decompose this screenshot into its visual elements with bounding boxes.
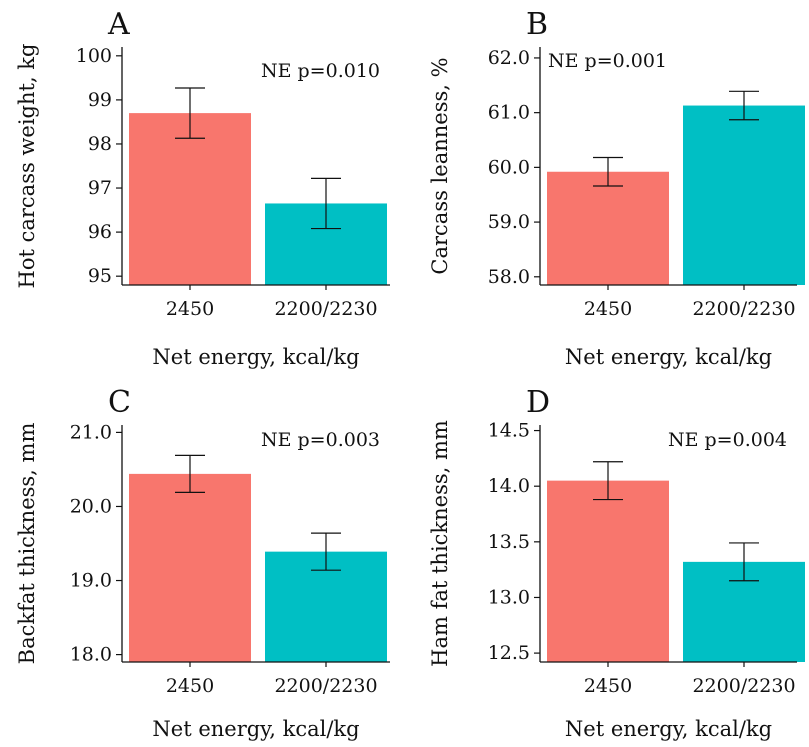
bar-2450: [547, 171, 669, 285]
y-tick-label: 100: [76, 45, 112, 67]
x-axis-label: Net energy, kcal/kg: [152, 717, 359, 741]
y-tick-label: 21.0: [70, 421, 112, 443]
x-tick-label: 2450: [584, 298, 632, 320]
bar-2450: [547, 480, 669, 662]
annotation-p-value: NE p=0.001: [548, 50, 667, 72]
y-tick-label: 98: [88, 133, 112, 155]
y-tick-label: 60.0: [488, 156, 530, 178]
y-tick-label: 19.0: [70, 570, 112, 592]
x-tick-label: 2200/2230: [274, 298, 377, 320]
panel-b: B 2450 2200/2230 58.0 59.0 60.0 61.0 62.0 Carcas…: [428, 7, 805, 369]
x-tick-label: 2200/2230: [274, 675, 377, 697]
annotation-p-value: NE p=0.004: [668, 429, 787, 451]
y-tick-label: 61.0: [488, 102, 530, 124]
y-tick-label: 96: [88, 221, 112, 243]
y-axis-label: Hot carcass weight, kg: [15, 44, 39, 289]
y-axis-label: Backfat thickness, mm: [15, 423, 39, 665]
y-tick-label: 13.5: [488, 531, 530, 553]
y-tick-label: 14.0: [488, 475, 530, 497]
panel-d: D 2450 2200/2230 12.5 13.0 13.5 14.0 14.5 Ham fa…: [428, 385, 805, 741]
x-axis-label: Net energy, kcal/kg: [152, 345, 359, 369]
bar-2450: [129, 113, 251, 285]
y-tick-label: 14.5: [488, 420, 530, 442]
y-tick-label: 20.0: [70, 495, 112, 517]
bar-2200-2230: [683, 105, 805, 285]
y-tick-label: 13.0: [488, 586, 530, 608]
y-tick-label: 95: [88, 265, 112, 287]
x-tick-label: 2450: [584, 675, 632, 697]
panel-label: B: [526, 7, 548, 42]
y-tick-label: 58.0: [488, 266, 530, 288]
y-tick-label: 97: [88, 177, 112, 199]
panel-c: C 2450 2200/2230 18.0 19.0 20.0 21.0 Backfat th…: [15, 385, 390, 741]
annotation-p-value: NE p=0.010: [261, 60, 380, 82]
x-tick-label: 2450: [166, 298, 214, 320]
y-axis-label: Ham fat thickness, mm: [428, 420, 452, 667]
x-axis-label: Net energy, kcal/kg: [565, 717, 772, 741]
y-tick-label: 99: [88, 89, 112, 111]
x-tick-label: 2200/2230: [692, 675, 795, 697]
y-tick-label: 18.0: [70, 644, 112, 666]
y-tick-label: 12.5: [488, 642, 530, 664]
x-tick-label: 2450: [166, 675, 214, 697]
x-tick-label: 2200/2230: [692, 298, 795, 320]
panel-label: A: [107, 7, 130, 42]
bar-2450: [129, 473, 251, 662]
panel-a: A 2450 2200/2230 95 96 97 98 99 100 Hot carcass w…: [15, 7, 390, 369]
panel-label: D: [526, 385, 550, 420]
y-axis-label: Carcass leanness, %: [428, 57, 452, 274]
x-axis-label: Net energy, kcal/kg: [565, 345, 772, 369]
y-tick-label: 59.0: [488, 211, 530, 233]
panel-label: C: [108, 385, 131, 420]
annotation-p-value: NE p=0.003: [261, 429, 380, 451]
y-tick-label: 62.0: [488, 47, 530, 69]
